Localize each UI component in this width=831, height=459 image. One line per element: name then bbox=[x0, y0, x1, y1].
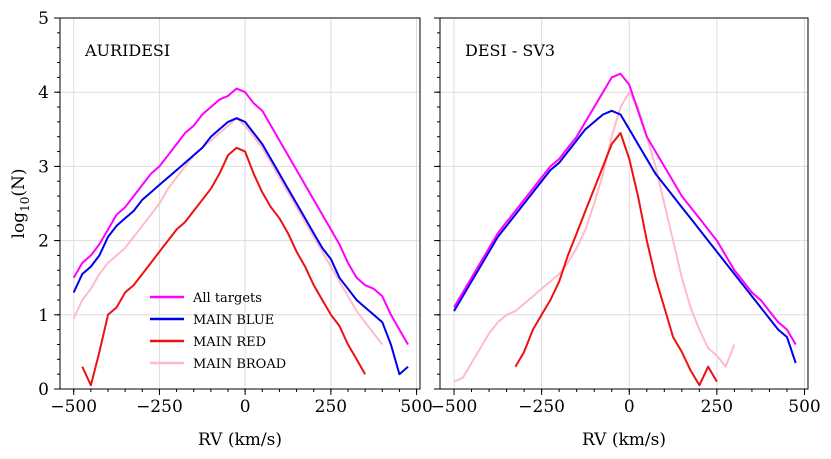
x-tick-label: 0 bbox=[624, 397, 635, 417]
x-axis-label: RV (km/s) bbox=[198, 430, 282, 450]
x-tick-label: 250 bbox=[701, 397, 733, 417]
x-tick-label: −500 bbox=[50, 397, 97, 417]
series-line-main-blue bbox=[72, 117, 409, 376]
y-tick-label: 0 bbox=[38, 380, 49, 400]
x-tick-label: 500 bbox=[788, 397, 820, 417]
y-tick-label: 5 bbox=[38, 9, 49, 29]
panel-auridesi: −500 −250 0 250 500 0 1 2 3 4 5 RV (km/s) log10(N) AU… bbox=[9, 9, 433, 450]
y-tick-label: 3 bbox=[38, 157, 49, 177]
legend: All targets MAIN BLUE MAIN RED MAIN BROAD bbox=[150, 291, 286, 372]
panel-desi-sv3: −500 −250 0 250 500 RV (km/s) DESI - SV3 bbox=[431, 17, 821, 450]
legend-label-main-blue: MAIN BLUE bbox=[193, 313, 274, 328]
x-axis-label: RV (km/s) bbox=[582, 430, 666, 450]
legend-label-all-targets: All targets bbox=[192, 291, 262, 306]
y-tick-label: 4 bbox=[38, 83, 49, 103]
plot-frame bbox=[59, 17, 421, 390]
series-line-main-broad bbox=[453, 91, 736, 383]
x-tick-label: −250 bbox=[136, 397, 183, 417]
plot-frame bbox=[439, 17, 809, 390]
series-line-main-red bbox=[81, 146, 366, 387]
series-line-all-targets bbox=[72, 87, 409, 345]
panel-title: DESI - SV3 bbox=[465, 41, 555, 60]
x-tick-label: −250 bbox=[518, 397, 565, 417]
y-axis-label: log10(N) bbox=[9, 169, 32, 239]
series-line-main-red bbox=[514, 132, 718, 387]
legend-label-main-red: MAIN RED bbox=[193, 335, 266, 350]
y-tick-label: 2 bbox=[38, 232, 49, 252]
panel-title: AURIDESI bbox=[84, 41, 170, 60]
legend-label-main-broad: MAIN BROAD bbox=[193, 357, 286, 372]
x-tick-label: 500 bbox=[400, 397, 432, 417]
x-tick-label: 250 bbox=[315, 397, 347, 417]
x-tick-label: −500 bbox=[431, 397, 478, 417]
series-line-main-broad bbox=[72, 117, 384, 346]
x-tick-label: 0 bbox=[240, 397, 251, 417]
series-line-all-targets bbox=[453, 72, 797, 346]
y-tick-label: 1 bbox=[38, 306, 49, 326]
series-line-main-blue bbox=[453, 109, 797, 364]
